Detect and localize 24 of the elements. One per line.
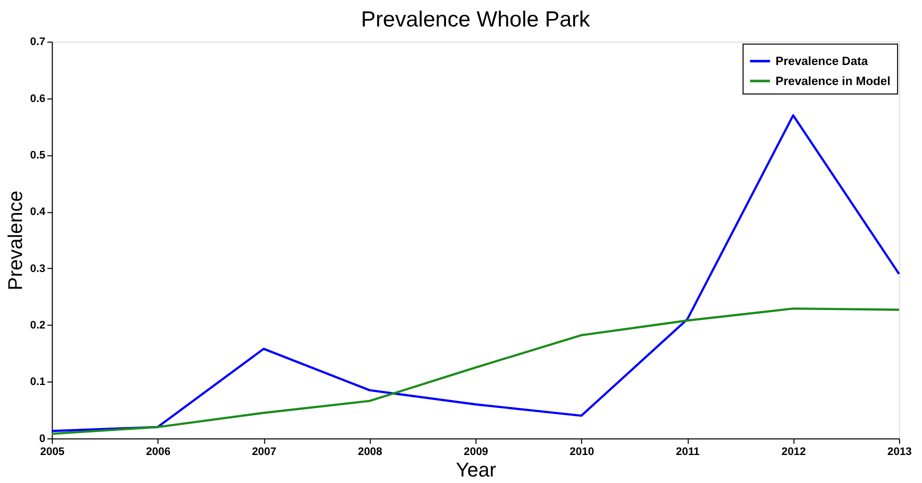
chart-title: Prevalence Whole Park — [361, 6, 590, 32]
x-tick-label: 2005 — [40, 446, 65, 458]
y-axis-title: Prevalence — [5, 190, 28, 290]
x-tick-label: 2008 — [358, 446, 382, 458]
x-tick-label: 2007 — [252, 446, 276, 458]
y-tick-label: 0.7 — [30, 36, 46, 48]
x-tick-label: 2011 — [676, 446, 700, 458]
x-tick-label: 2013 — [887, 446, 912, 458]
y-tick-label: 0.4 — [30, 206, 46, 218]
legend-label: Prevalence in Model — [775, 74, 890, 88]
legend-label: Prevalence Data — [775, 54, 868, 68]
x-tick-label: 2006 — [146, 446, 170, 458]
y-tick-label: 0.2 — [30, 320, 46, 332]
x-tick-label: 2009 — [464, 446, 488, 458]
y-tick-label: 0.3 — [30, 262, 46, 275]
y-tick-label: 0.5 — [30, 149, 46, 162]
y-tick-label: 0.6 — [30, 92, 46, 105]
x-axis-title: Year — [456, 460, 496, 482]
line-series — [50, 114, 900, 432]
line-series — [50, 307, 900, 435]
x-tick-label: 2010 — [570, 446, 594, 458]
y-tick-label: 0 — [39, 432, 46, 445]
x-tick-label: 2012 — [781, 446, 806, 458]
y-tick-label: 0.1 — [30, 376, 46, 388]
